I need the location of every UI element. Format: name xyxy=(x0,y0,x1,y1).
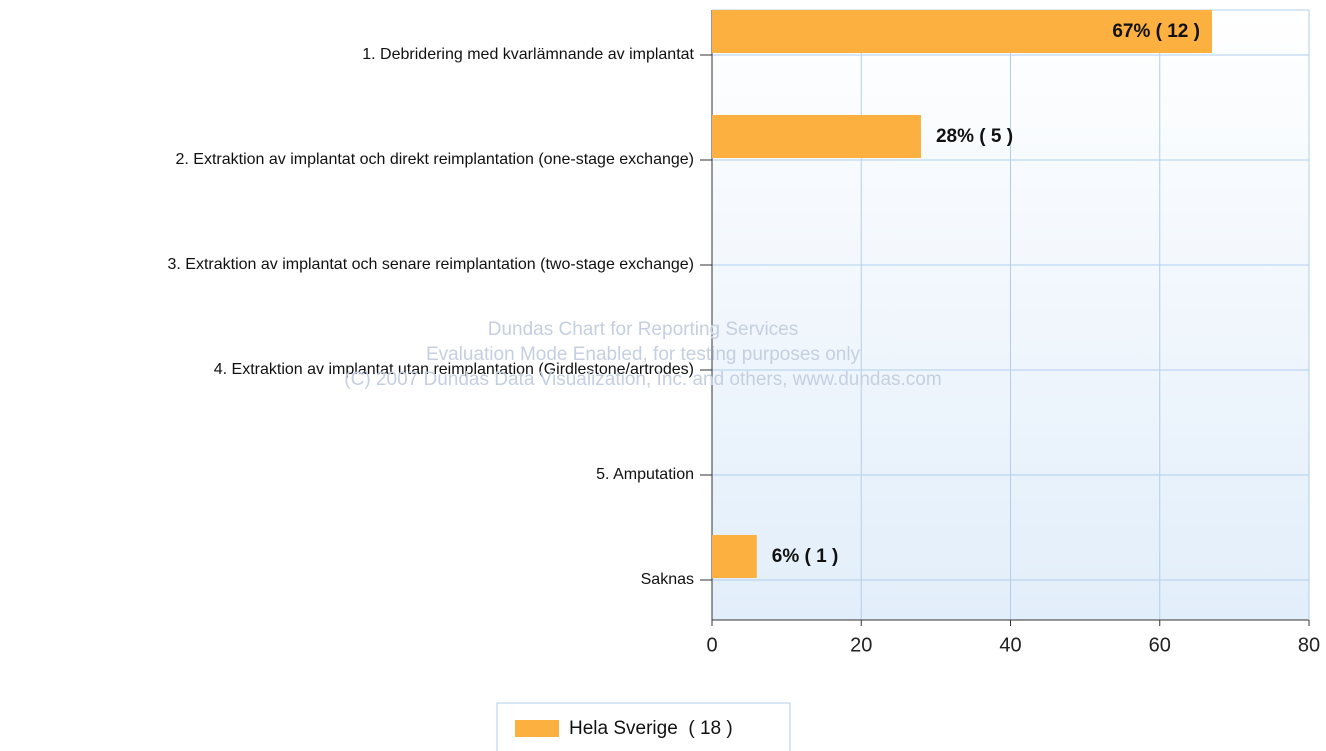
data-label: 28% ( 5 ) xyxy=(936,126,1013,147)
x-tick-label: 80 xyxy=(1298,634,1320,656)
legend-swatch xyxy=(515,720,559,737)
watermark: Dundas Chart for Reporting Services xyxy=(488,319,798,340)
bar xyxy=(712,535,757,578)
data-label: 67% ( 12 ) xyxy=(1112,21,1200,42)
y-tick-label: 4. Extraktion av implantat utan reimplan… xyxy=(214,361,694,378)
x-tick-label: 20 xyxy=(850,634,872,656)
watermark: (C) 2007 Dundas Data Visualization, Inc.… xyxy=(344,369,941,390)
legend-label: Hela Sverige ( 18 ) xyxy=(569,718,733,739)
y-tick-label: 5. Amputation xyxy=(596,466,694,483)
y-tick-label: 2. Extraktion av implantat och direkt re… xyxy=(176,151,695,168)
x-tick-label: 60 xyxy=(1149,634,1171,656)
y-tick-label: Saknas xyxy=(641,571,694,588)
y-tick-label: 1. Debridering med kvarlämnande av impla… xyxy=(362,46,694,63)
x-tick-label: 40 xyxy=(999,634,1021,656)
x-tick-label: 0 xyxy=(706,634,717,656)
bar xyxy=(712,10,1212,53)
data-label: 6% ( 1 ) xyxy=(772,546,839,567)
bar xyxy=(712,115,921,158)
watermark: Evaluation Mode Enabled, for testing pur… xyxy=(426,344,861,365)
y-tick-label: 3. Extraktion av implantat och senare re… xyxy=(168,256,695,273)
